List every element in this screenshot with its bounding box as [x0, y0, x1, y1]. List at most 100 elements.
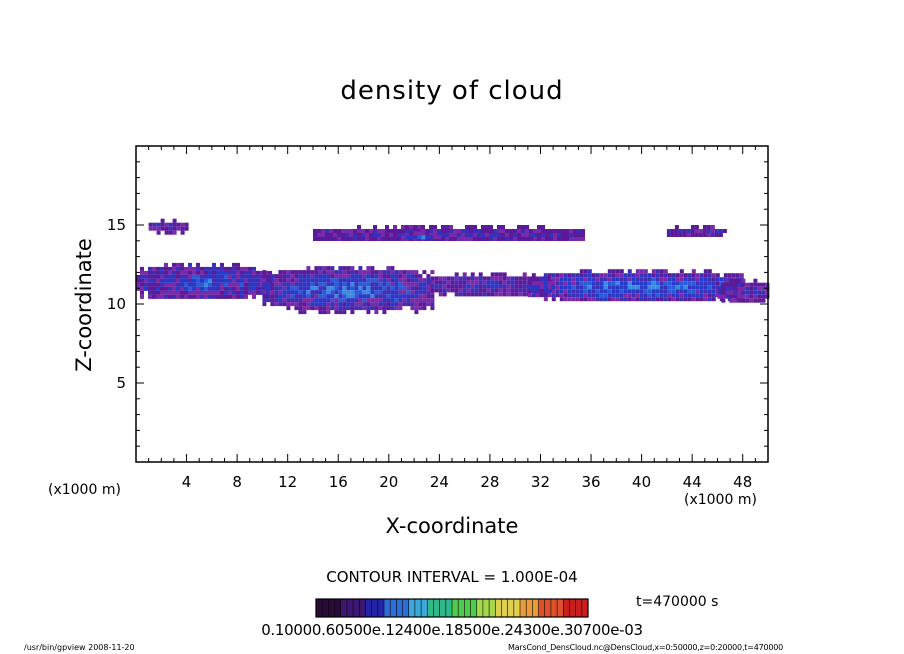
cloud-cell — [397, 237, 401, 241]
cloud-cell — [350, 266, 355, 271]
cloud-cell — [587, 273, 592, 278]
cloud-cell — [406, 298, 411, 303]
cloud-cell — [349, 237, 353, 241]
cloud-cell — [390, 294, 395, 299]
cloud-cell — [539, 277, 544, 282]
cloud-cell — [410, 274, 415, 279]
cloud-cell — [674, 229, 679, 233]
cloud-cell — [561, 237, 565, 241]
cloud-cell — [659, 273, 664, 278]
cloud-cell — [346, 274, 351, 279]
cloud-cell — [619, 297, 624, 302]
cloud-cell — [518, 280, 523, 285]
cloud-cell — [619, 285, 624, 290]
cloud-cell — [603, 277, 608, 282]
colorbar-swatch — [458, 599, 465, 617]
cloud-cell — [310, 290, 315, 295]
cloud-cell — [406, 270, 411, 275]
cloud-cell — [498, 288, 503, 293]
cloud-cell — [398, 294, 403, 299]
cloud-cell — [248, 266, 252, 271]
cloud-cell — [502, 280, 507, 285]
cloud-cell — [346, 278, 351, 283]
cloud-cell — [557, 237, 561, 241]
cloud-cell — [737, 278, 742, 283]
cloud-cell — [737, 290, 742, 295]
cloud-cell — [587, 289, 592, 294]
cloud-cell — [342, 302, 347, 307]
cloud-cell — [555, 277, 560, 282]
cloud-cell — [270, 302, 275, 307]
cloud-cell — [274, 282, 279, 287]
cloud-cell — [256, 282, 260, 287]
cloud-cell — [679, 297, 684, 302]
cloud-cell — [228, 282, 232, 287]
cloud-cell — [413, 225, 417, 229]
cloud-cell — [527, 289, 532, 294]
cloud-cell — [362, 294, 367, 299]
colorbar-swatch — [563, 599, 570, 617]
cloud-cell — [686, 233, 691, 237]
cloud-cell — [573, 233, 577, 237]
cloud-cell — [402, 278, 407, 283]
cloud-cell — [607, 269, 612, 274]
cloud-cell — [381, 229, 385, 233]
cloud-cell — [711, 293, 716, 298]
cloud-cell — [599, 285, 604, 290]
cloud-cell — [353, 237, 357, 241]
cloud-cell — [426, 274, 431, 279]
cloud-cell — [561, 233, 565, 237]
cloud-cell — [286, 274, 291, 279]
cloud-cell — [577, 237, 581, 241]
cloud-cell — [156, 294, 160, 299]
cloud-cell — [390, 302, 395, 307]
cloud-cell — [425, 229, 429, 233]
cloud-cell — [290, 302, 295, 307]
cloud-cell — [711, 285, 716, 290]
cloud-cell — [382, 274, 387, 279]
cloud-cell — [278, 298, 283, 303]
cloud-cell — [643, 277, 648, 282]
cloud-cell — [382, 302, 387, 307]
x-tick-label: 16 — [329, 473, 348, 491]
cloud-cell — [220, 274, 224, 279]
cloud-cell — [702, 225, 707, 229]
cloud-cell — [659, 297, 664, 302]
cloud-cell — [366, 302, 371, 307]
cloud-cell — [561, 229, 565, 233]
cloud-cell — [506, 288, 511, 293]
cloud-cell — [529, 229, 533, 233]
cloud-cell — [314, 266, 319, 271]
cloud-cell — [595, 273, 600, 278]
cloud-cell — [446, 276, 451, 281]
cloud-cell — [220, 290, 224, 295]
cloud-cell — [729, 286, 734, 291]
cloud-cell — [627, 281, 632, 286]
cloud-cell — [659, 281, 664, 286]
cloud-cell — [643, 297, 648, 302]
cloud-cell — [531, 289, 536, 294]
cloud-cell — [703, 285, 708, 290]
cloud-cell — [647, 285, 652, 290]
cloud-cell — [587, 293, 592, 298]
cloud-cell — [362, 306, 367, 311]
cloud-cell — [385, 237, 389, 241]
cloud-cell — [643, 289, 648, 294]
cloud-cell — [442, 284, 447, 289]
cloud-cell — [461, 233, 465, 237]
cloud-cell — [405, 229, 409, 233]
cloud-cell — [457, 237, 461, 241]
cloud-cell — [518, 288, 523, 293]
cloud-cell — [671, 281, 676, 286]
cloud-cell — [270, 278, 275, 283]
cloud-cell — [321, 237, 325, 241]
cloud-cell — [330, 306, 335, 311]
cloud-cell — [466, 280, 471, 285]
cloud-cell — [366, 278, 371, 283]
cloud-cell — [663, 293, 668, 298]
cloud-cell — [160, 290, 164, 295]
cloud-cell — [326, 310, 331, 315]
cloud-cell — [216, 282, 220, 287]
cloud-cell — [510, 288, 515, 293]
cloud-cell — [282, 282, 287, 287]
